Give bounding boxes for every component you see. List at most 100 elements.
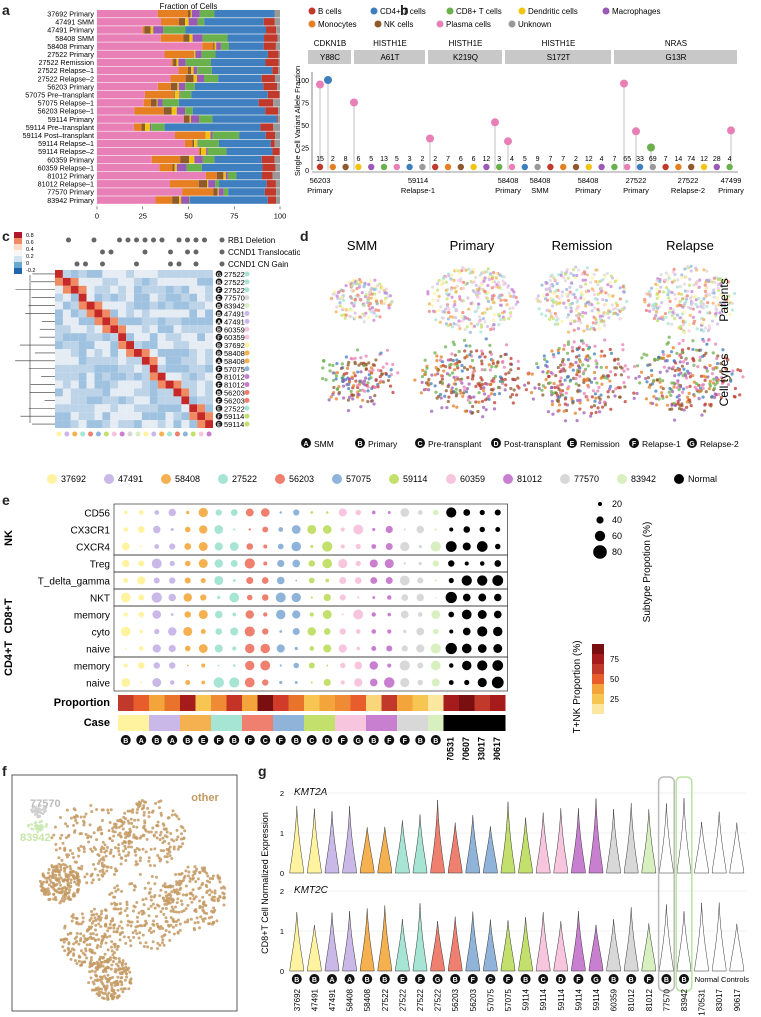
stage-badge-letter: F <box>217 415 221 421</box>
panel-a-bar-segment <box>261 172 273 180</box>
tsne-point-other <box>82 960 86 964</box>
panel-a-bar-segment <box>266 26 277 34</box>
case-cell <box>335 715 351 731</box>
tsne-point <box>599 320 603 324</box>
tsne-point-other <box>95 933 99 937</box>
tsne-point <box>359 405 363 409</box>
panel-a-bar-segment <box>199 115 213 123</box>
dot-cell <box>495 527 501 532</box>
panel-a-bar-segment <box>185 18 189 26</box>
tsne-point <box>413 378 417 382</box>
tsne-point <box>626 367 630 371</box>
tsne-point <box>698 358 702 362</box>
tsne-point <box>598 317 603 321</box>
tsne-point-other <box>158 894 162 898</box>
tsne-point-other <box>65 824 69 828</box>
tsne-point <box>466 296 470 300</box>
scale-label: -0.2 <box>26 268 35 274</box>
panel-a-bar-segment <box>225 172 228 180</box>
tsne-point <box>441 316 445 320</box>
tsne-point <box>702 339 706 343</box>
tsne-point-other <box>168 938 172 942</box>
heatmap-cell <box>55 277 63 286</box>
panel-a-bar-segment <box>157 99 163 107</box>
tsne-point <box>585 266 589 270</box>
patient-color-dot <box>244 366 250 372</box>
panel-a-bar-segment <box>207 147 227 156</box>
tsne-point <box>484 337 488 341</box>
tsne-point <box>451 340 455 344</box>
patient-legend-label: 60359 <box>460 474 485 484</box>
tsne-point-other <box>174 872 178 876</box>
tsne-point-other <box>128 827 132 831</box>
patient-legend-label: 58408 <box>175 474 200 484</box>
tsne-point-other <box>156 924 160 928</box>
tsne-point <box>487 397 491 401</box>
proportion-cell <box>133 695 149 711</box>
heatmap-cell <box>86 325 95 334</box>
heatmap-cell <box>197 388 206 397</box>
tsne-point-other <box>143 819 147 823</box>
heatmap-cell <box>173 293 182 302</box>
tsne-point <box>384 296 388 300</box>
tsne-point <box>699 301 703 305</box>
count-dot <box>649 163 656 171</box>
heatmap-row-label: 59114 <box>224 420 244 429</box>
tsne-point <box>536 294 541 298</box>
heatmap-cell <box>173 412 182 421</box>
tsne-point-other <box>61 889 65 893</box>
heatmap-cell <box>55 388 63 397</box>
tsne-point-other <box>69 816 73 820</box>
tsne-point <box>597 326 601 331</box>
panel-a-bar-segment <box>183 34 190 42</box>
stage-badge <box>520 974 531 984</box>
panel-a-bar-segment <box>97 26 143 34</box>
mutation-dot <box>168 261 173 267</box>
panel-a-bar-segment <box>273 123 280 131</box>
tsne-point <box>609 407 613 411</box>
tsne-point <box>359 280 363 284</box>
tsne-point <box>476 295 480 299</box>
tsne-point <box>366 389 370 393</box>
tsne-point <box>511 377 515 381</box>
panel-a-bar-segment <box>228 188 265 196</box>
tsne-point <box>430 409 434 413</box>
stage-badge-letter: F <box>632 441 637 448</box>
tsne-point-other <box>122 935 126 939</box>
tsne-point <box>378 375 382 379</box>
tsne-point <box>434 390 438 394</box>
dot-cell <box>185 680 191 685</box>
tsne-point <box>680 273 684 277</box>
heatmap-cell <box>157 277 166 286</box>
tsne-point-other <box>120 964 124 968</box>
gene-box <box>354 50 425 64</box>
tsne-point <box>437 278 441 283</box>
tsne-point <box>699 374 704 378</box>
dot-cell <box>340 544 345 549</box>
stage-badge <box>215 397 223 404</box>
heatmap-cell <box>62 412 71 421</box>
tsne-point <box>676 402 680 406</box>
dot-cell <box>371 612 376 617</box>
panel-a-bar-segment <box>172 163 175 172</box>
heatmap-row-label: 27522 <box>224 404 245 413</box>
tsne-point <box>597 279 602 284</box>
mutation-dot <box>142 249 148 255</box>
stage-badge-letter: B <box>382 977 387 984</box>
panel-a-row-label: 59114 Relapse–1 <box>38 139 94 148</box>
tsne-point <box>576 327 581 331</box>
heatmap-cell <box>62 293 71 302</box>
tsne-point-other <box>110 902 114 906</box>
highlight-77570 <box>657 776 675 992</box>
tsne-point <box>453 316 458 320</box>
heatmap-cell <box>78 341 87 349</box>
tsne-point <box>423 358 427 362</box>
tsne-point <box>493 401 497 405</box>
heatmap-cell <box>102 388 111 397</box>
heatmap-cell <box>181 270 190 278</box>
group-label-cd4: CD4+T <box>3 641 15 676</box>
tsne-point <box>585 377 590 381</box>
tsne-point-other <box>105 869 109 873</box>
panel-a-bar-segment <box>150 26 154 34</box>
